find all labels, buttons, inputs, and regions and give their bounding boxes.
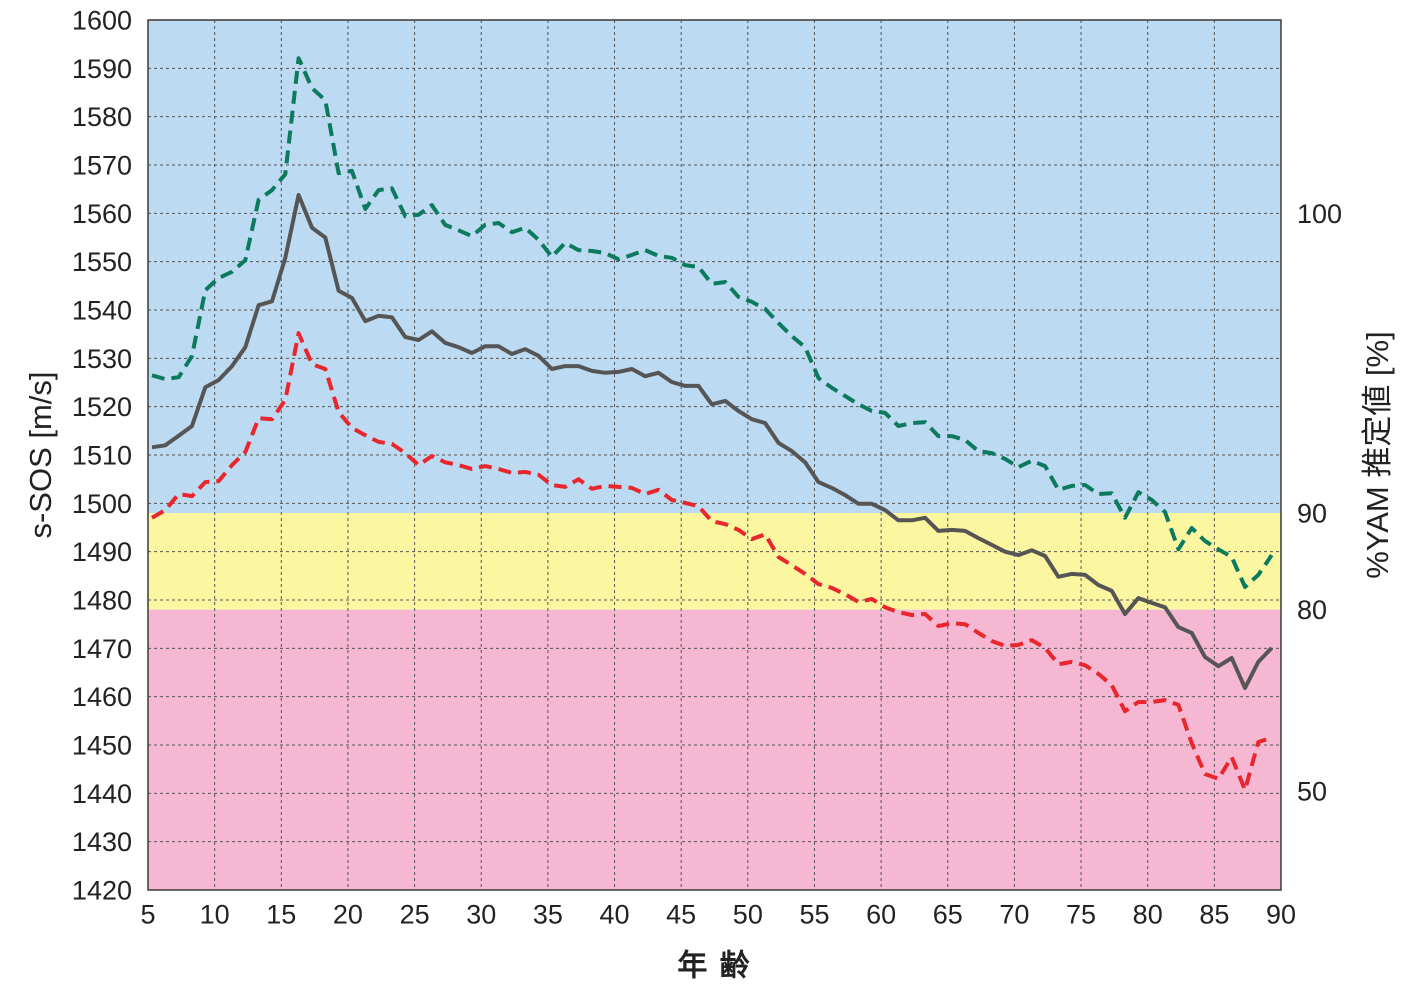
y-tick-label: 1500 — [72, 489, 132, 519]
x-tick-label: 20 — [333, 899, 363, 929]
y-tick-label: 1590 — [72, 54, 132, 84]
y-tick-label: 1420 — [72, 875, 132, 905]
x-tick-label: 70 — [999, 899, 1029, 929]
series-line-0 — [151, 56, 1274, 589]
x-tick-label: 25 — [400, 899, 430, 929]
x-tick-label: 75 — [1066, 899, 1096, 929]
x-tick-label: 50 — [733, 899, 763, 929]
y-axis-title: s-SOS [m/s] — [23, 371, 58, 538]
y-tick-label: 1430 — [72, 827, 132, 857]
y-tick-label: 1560 — [72, 199, 132, 229]
y2-tick-label: 50 — [1297, 776, 1327, 806]
x-tick-label: 30 — [466, 899, 496, 929]
y2-tick-labels: 100 90 80 50 — [1297, 199, 1342, 807]
y-tick-label: 1460 — [72, 682, 132, 712]
x-tick-label: 60 — [866, 899, 896, 929]
x-tick-labels: 5 10 15 20 25 30 35 40 45 50 55 60 65 70 75 80 85 90 — [140, 899, 1296, 929]
series-line-2 — [150, 331, 1273, 792]
y-tick-label: 1480 — [72, 585, 132, 615]
x-axis-title: 年 齢 — [677, 949, 751, 983]
background-bands — [148, 20, 1281, 890]
background-band-1 — [148, 513, 1281, 610]
y2-tick-label: 100 — [1297, 199, 1342, 229]
x-tick-label: 10 — [200, 899, 230, 929]
series-line-1 — [151, 193, 1274, 690]
x-tick-label: 65 — [933, 899, 963, 929]
y-tick-label: 1600 — [72, 5, 132, 35]
y-tick-label: 1510 — [72, 440, 132, 470]
y2-tick-label: 90 — [1297, 498, 1327, 528]
x-tick-label: 80 — [1133, 899, 1163, 929]
y-tick-label: 1540 — [72, 295, 132, 325]
x-tick-label: 35 — [533, 899, 563, 929]
x-tick-label: 85 — [1199, 899, 1229, 929]
y-tick-label: 1440 — [72, 779, 132, 809]
x-tick-label: 45 — [666, 899, 696, 929]
x-tick-label: 90 — [1266, 899, 1296, 929]
y-tick-label: 1520 — [72, 392, 132, 422]
y2-tick-label: 80 — [1297, 595, 1327, 625]
y-tick-label: 1570 — [72, 150, 132, 180]
x-tick-label: 5 — [140, 899, 155, 929]
x-tick-label: 55 — [799, 899, 829, 929]
y-tick-label: 1470 — [72, 634, 132, 664]
y-tick-label: 1450 — [72, 730, 132, 760]
y-tick-label: 1490 — [72, 537, 132, 567]
y-tick-label: 1550 — [72, 247, 132, 277]
background-band-2 — [148, 609, 1281, 890]
series-lines — [150, 56, 1274, 792]
x-tick-label: 15 — [266, 899, 296, 929]
y-tick-label: 1580 — [72, 102, 132, 132]
x-tick-label: 40 — [600, 899, 630, 929]
y2-axis-title: %YAM 推定値 [%] — [1360, 331, 1395, 578]
background-band-0 — [148, 20, 1281, 513]
plot-area-border — [147, 19, 1282, 891]
y-tick-labels: 1420 1430 1440 1450 1460 1470 1480 1490 1500 1510… — [72, 5, 132, 905]
y-tick-label: 1530 — [72, 344, 132, 374]
